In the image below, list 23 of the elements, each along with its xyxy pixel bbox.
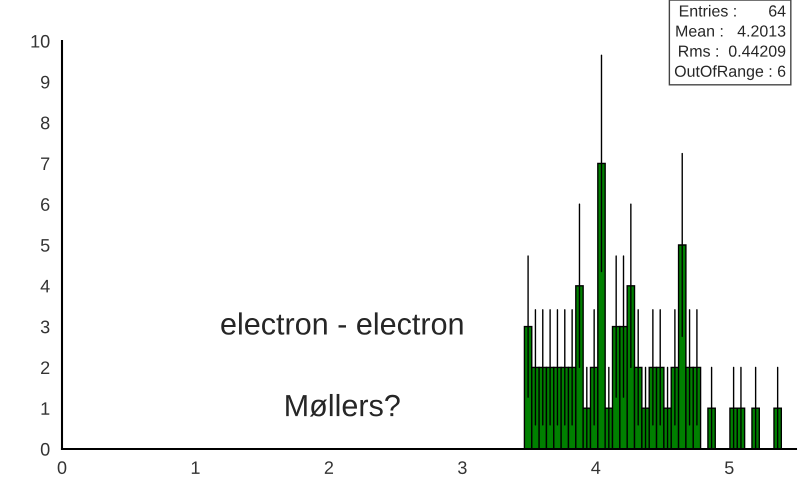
y-tick-label: 4 [40, 280, 50, 292]
y-tick-label: 6 [41, 198, 50, 211]
annotation: Rms : 0.44209 [679, 45, 786, 57]
y-tick-label: 3 [40, 320, 50, 334]
annotation: Møllers? [286, 394, 400, 417]
x-tick-label: 1 [192, 461, 200, 474]
y-tick-label: 1 [42, 402, 50, 415]
y-tick-label: 9 [41, 76, 50, 89]
y-tick-label: 7 [41, 158, 50, 170]
x-tick-label: 3 [458, 461, 467, 474]
y-tick-label: 5 [40, 239, 50, 252]
y-tick-label: 2 [41, 361, 50, 374]
annotation: OutOfRange : 6 [674, 65, 786, 80]
x-tick-label: 5 [724, 461, 734, 474]
annotation: electron - electron [221, 312, 463, 335]
y-tick-label: 10 [31, 34, 50, 48]
x-tick-label: 0 [58, 461, 66, 474]
x-tick-label: 4 [591, 461, 600, 474]
x-tick-label: 2 [324, 461, 334, 474]
text: Mean : 4.2013 [676, 25, 786, 37]
y-tick-label: 8 [40, 116, 50, 130]
text: Entries : 64 [680, 4, 786, 17]
y-tick-label: 0 [40, 442, 50, 456]
